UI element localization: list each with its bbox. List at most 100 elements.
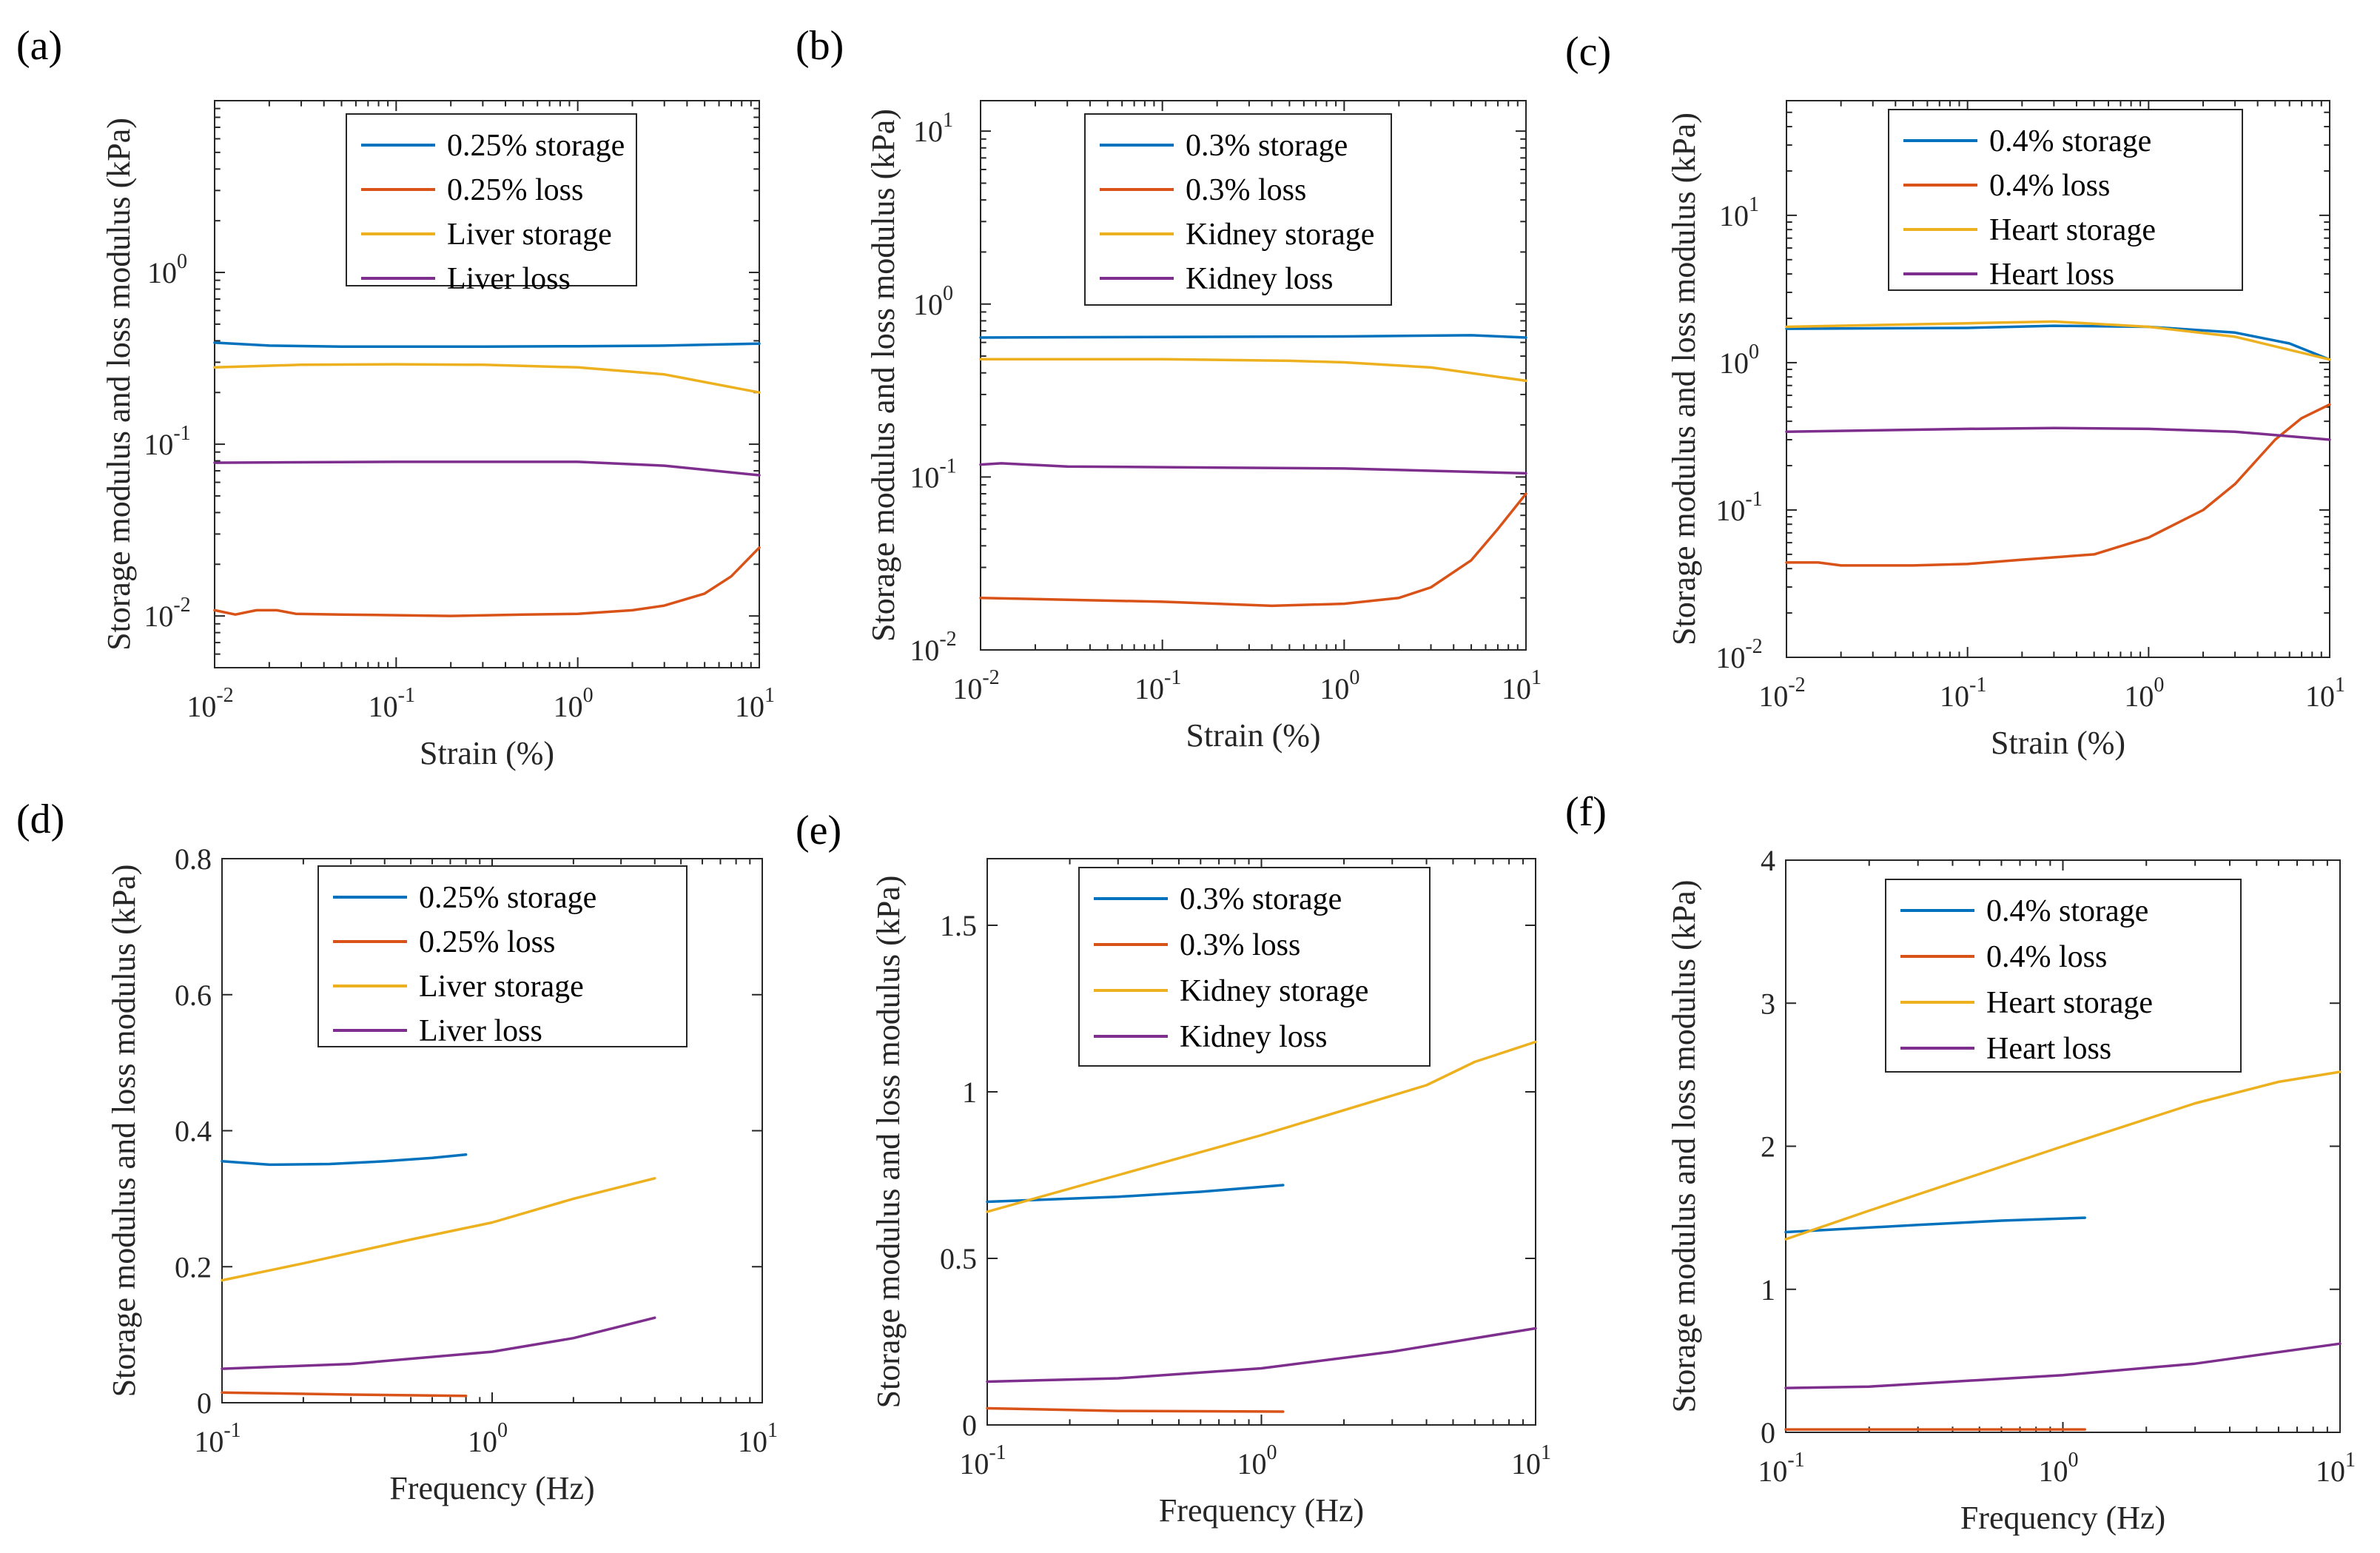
y-axis-label: Storage modulus and loss modulus (kPa) [1666,113,1702,645]
y-tick-label: 0.5 [940,1242,977,1275]
panel-label: (c) [1565,29,1611,75]
series-line-3 [979,358,1527,383]
y-tick-label: 0 [197,1386,212,1420]
x-tick-label: 10-1 [369,684,415,723]
y-axis-label: Storage modulus and loss modulus (kPa) [106,865,142,1398]
legend-entry: Heart storage [1986,986,2153,1020]
axes-frame [1786,100,2330,658]
legend-entry: 0.3% loss [1180,928,1300,962]
legend-entry: Liver storage [447,218,612,252]
y-tick-label: 1.5 [940,909,977,942]
x-axis-label: Frequency (Hz) [1960,1500,2165,1536]
y-tick-label: 10-1 [1715,488,1762,527]
y-tick-label: 101 [913,109,953,148]
series-line-2 [979,492,1527,608]
legend-entry: Liver loss [447,262,571,296]
series-line-3 [213,363,761,394]
y-axis-label: Storage modulus and loss modulus (kPa) [865,109,901,642]
y-tick-label: 0.4 [175,1115,212,1148]
x-axis-label: Frequency (Hz) [1159,1492,1364,1529]
series-line-2 [1785,403,2331,567]
axes-frame [980,100,1527,651]
series-line-1 [1784,1216,2086,1234]
y-tick-label: 0 [962,1409,977,1442]
legend-box [1078,867,1431,1067]
legend-entry: Liver storage [419,970,584,1004]
y-tick-label: 1 [1761,1273,1775,1307]
panel-label: (e) [796,808,841,853]
panel-c: (c) 10-2 10-1 100 101 10-2 10-1 100 101 Strain (%… [1565,29,2345,761]
legend-entry: 0.25% storage [419,881,596,915]
y-tick-label: 1 [962,1076,977,1109]
series-line-1 [213,341,761,348]
y-tick-label: 100 [913,282,953,321]
y-tick-label: 0.2 [175,1250,212,1284]
legend-entry: Heart loss [1989,258,2114,292]
panel-label: (a) [16,23,62,69]
y-tick-label: 0.8 [175,842,212,876]
x-tick-label: 101 [2316,1449,2356,1488]
y-tick-label: 3 [1761,987,1775,1020]
series-line-2 [986,1406,1285,1413]
series-line-3 [1785,320,2331,361]
legend-entry: 0.4% loss [1989,169,2110,203]
y-tick-label: 10-2 [1715,635,1762,674]
series-line-3 [1784,1070,2342,1241]
legend-entry: Liver loss [419,1014,542,1048]
panel-d: (d) 10-1 100 101 0 0.2 0.4 0.6 0.8 Frequency (Hz)… [16,796,778,1506]
legend-entry: 0.3% loss [1186,173,1306,207]
axes-frame [214,100,760,668]
x-tick-label: 100 [2039,1449,2079,1488]
x-tick-label: 10-2 [186,684,233,723]
y-tick-label: 10-1 [910,455,956,494]
x-tick-label: 10-1 [1940,674,1986,713]
legend-entry: 0.25% loss [419,925,555,959]
series-line-1 [979,334,1527,339]
panel-e: (e) 10-1 100 101 0 0.5 1 1.5 Frequency (Hz) Stora… [796,808,1551,1529]
series-line-1 [1785,324,2331,361]
legend-entry: 0.3% storage [1180,882,1342,916]
panel-b: (b) 10-2 10-1 100 101 10-2 10-1 100 101 Strain (%… [796,23,1542,754]
y-tick-label: 101 [1719,193,1759,232]
legend-entry: 0.25% loss [447,173,583,207]
y-tick-label: 100 [147,250,187,289]
series-line-1 [221,1153,468,1167]
x-tick-label: 10-2 [952,666,999,705]
panel-label: (b) [796,23,844,69]
x-tick-label: 10-1 [1134,666,1181,705]
legend-entry: Kidney loss [1186,262,1334,296]
x-tick-label: 100 [2124,674,2164,713]
series-line-3 [221,1177,656,1282]
x-axis-label: Strain (%) [1991,725,2125,761]
y-axis-label: Storage modulus and loss modulus (kPa) [870,876,907,1409]
series-line-3 [986,1040,1537,1213]
legend-box [346,113,637,286]
series-line-1 [986,1184,1285,1204]
y-axis-label: Storage modulus and loss modulus (kPa) [101,118,137,651]
series-line-4 [221,1316,656,1370]
y-tick-label: 10-1 [144,422,190,461]
series-line-4 [986,1326,1537,1383]
x-tick-label: 101 [735,684,775,723]
y-tick-label: 4 [1761,844,1775,877]
legend-entry: 0.4% storage [1989,124,2151,158]
legend-entry: 0.25% storage [447,129,625,163]
y-tick-label: 10-2 [144,594,190,633]
x-tick-label: 101 [1502,666,1542,705]
x-tick-label: 10-2 [1758,674,1805,713]
y-axis-label: Storage modulus and loss modulus (kPa) [1666,880,1702,1413]
x-tick-label: 100 [468,1419,508,1458]
legend-entry: 0.4% loss [1986,940,2107,974]
x-axis-label: Strain (%) [1186,717,1320,754]
y-tick-label: 2 [1761,1130,1775,1164]
legend-entry: Kidney storage [1186,218,1374,252]
legend-entry: 0.4% storage [1986,894,2148,928]
series-line-4 [1784,1342,2342,1389]
series-line-4 [979,462,1527,475]
x-tick-label: 100 [554,684,594,723]
series-line-4 [1785,426,2331,441]
legend-entry: 0.3% storage [1186,129,1348,163]
